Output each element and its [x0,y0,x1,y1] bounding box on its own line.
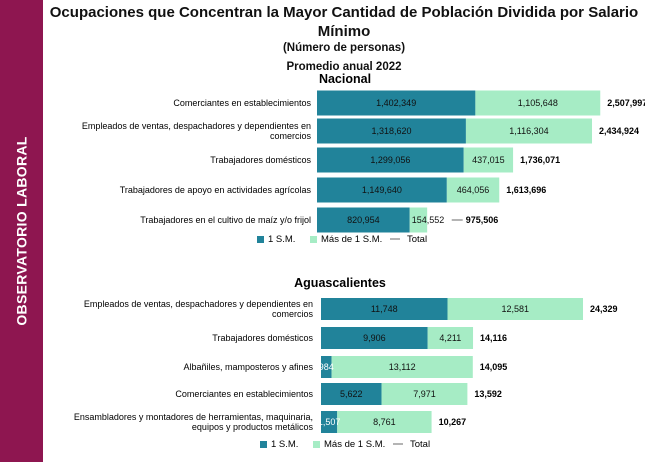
nacional-bar-mas1sm [465,118,593,144]
ags-label-1sm: 984 [319,362,334,372]
nacional-label-mas1sm: 1,105,648 [518,98,558,108]
nacional-bar-1sm [317,118,466,144]
nacional-bar-1sm [317,90,476,116]
nacional-category-label: Trabajadores en el cultivo de maíz y/o f… [140,215,311,225]
ags-bar-mas1sm [337,411,432,433]
ags-bar-mas1sm [447,298,584,320]
chart-year: Promedio anual 2022 [286,61,402,73]
ags-label-total: 24,329 [590,304,618,314]
ags-legend-label-mas1sm: Más de 1 S.M. [324,439,385,450]
ags-label-mas1sm: 4,211 [439,333,461,343]
ags-category-label: Albañiles, mamposteros y afines [183,362,313,372]
nacional-label-1sm: 820,954 [347,215,380,225]
ags-label-mas1sm: 7,971 [413,389,436,399]
nacional-category-label: Trabajadores domésticos [210,155,311,165]
ags-panel-title: Aguascalientes [294,276,386,290]
ags-label-mas1sm: 13,112 [389,362,416,372]
ags-legend-swatch-mas1sm [313,441,320,448]
nacional-category-label: Empleados de ventas, despachadores y dep… [82,121,312,141]
nacional-label-1sm: 1,402,349 [376,98,416,108]
nacional-label-mas1sm: 1,116,304 [509,126,548,136]
ags-category-label: Ensambladores y montadores de herramient… [74,412,314,432]
ags-legend-label-1sm: 1 S.M. [271,439,298,450]
nacional-bar-mas1sm [463,147,514,173]
nacional-label-mas1sm: 154,552 [412,215,445,225]
ags-bar-mas1sm [427,327,474,349]
nacional-label-mas1sm: 437,015 [472,155,505,165]
ags-bar-1sm [321,411,338,433]
ags-label-total: 13,592 [474,389,502,399]
nacional-label-1sm: 1,299,056 [370,155,410,165]
nacional-bar-1sm [317,147,464,173]
nacional-category-label: Trabajadores de apoyo en actividades agr… [120,185,312,195]
ags-bar-1sm [321,298,448,320]
nacional-label-1sm: 1,149,640 [362,185,402,195]
nacional-bar-1sm [317,207,410,233]
nacional-legend-label-1sm: 1 S.M. [268,234,295,245]
ags-label-total: 10,267 [439,417,467,427]
ags-category-label: Comerciantes en establecimientos [175,389,313,399]
header: Ocupaciones que Concentran la Mayor Cant… [43,3,645,75]
ags-label-total: 14,116 [480,333,507,343]
nacional-legend-label-total: Total [407,234,427,245]
nacional-legend-label-mas1sm: Más de 1 S.M. [321,234,382,245]
nacional-category-label: Comerciantes en establecimientos [173,98,311,108]
ags-bar-1sm [321,327,428,349]
nacional-panel-title: Nacional [319,72,371,86]
nacional-label-1sm: 1,318,620 [371,126,411,136]
ags-category-label: Trabajadores domésticos [212,333,313,343]
nacional-bar-mas1sm [475,90,601,116]
ags-bar-mas1sm [381,383,468,405]
ags-label-total: 14,095 [480,362,508,372]
ags-label-mas1sm: 8,761 [373,417,396,427]
nacional-label-mas1sm: 464,056 [457,185,490,195]
sidebar: OBSERVATORIO LABORAL [0,0,43,462]
chart-subtitle: (Número de personas) [282,42,406,54]
nacional-label-total: 1,736,071 [520,155,560,165]
nacional-bar-mas1sm [446,177,500,203]
ags-legend-swatch-1sm [260,441,267,448]
ags-label-1sm: 11,748 [371,304,398,314]
ags-label-mas1sm: 12,581 [501,304,529,314]
nacional-bar-1sm [317,177,447,203]
nacional-label-total: 2,434,924 [599,126,639,136]
ags-bar-1sm [321,356,332,378]
nacional-legend-swatch-mas1sm [310,236,317,243]
ags-bar-1sm [321,383,382,405]
ags-bar-mas1sm [331,356,473,378]
ags-label-1sm: 9,906 [363,333,386,343]
nacional-legend-swatch-1sm [257,236,264,243]
chart-title: Ocupaciones que Concentran la Mayor Cant… [49,4,639,40]
ags-label-1sm: 5,622 [340,389,363,399]
nacional-label-total: 975,506 [466,215,499,225]
nacional-bar-mas1sm [409,207,428,233]
ags-label-1sm: 1,507 [318,417,341,427]
ags-category-label: Empleados de ventas, despachadores y dep… [84,299,314,319]
nacional-label-total: 2,507,997 [607,98,645,108]
nacional-label-total: 1,613,696 [506,185,546,195]
ags-legend-label-total: Total [410,439,430,450]
